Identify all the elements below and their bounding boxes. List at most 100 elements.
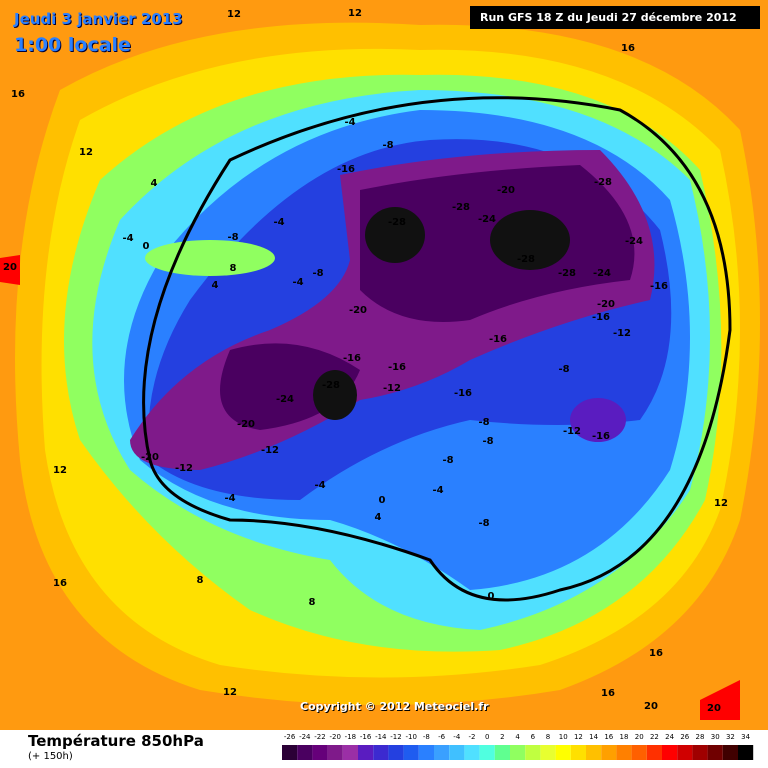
contour-label: 16 <box>11 89 25 100</box>
contour-label: -28 <box>322 380 340 391</box>
contour-label: 12 <box>53 465 67 476</box>
contour-label: -8 <box>312 268 323 279</box>
contour-label: 16 <box>601 688 615 699</box>
contour-label: -16 <box>388 362 406 373</box>
contour-labels: -28-28-24-20-28-24-28-28 -24-20-16-16-12-… <box>3 8 728 714</box>
colorbar-label: 20 <box>635 733 644 741</box>
colorbar-label: -12 <box>390 733 401 741</box>
contour-label: -16 <box>343 353 361 364</box>
colorbar-swatch <box>570 745 586 760</box>
colorbar-swatch <box>403 745 419 760</box>
colorbar-label: 10 <box>559 733 568 741</box>
contour-label: -8 <box>227 232 238 243</box>
contour-label: -28 <box>594 177 612 188</box>
colorbar-swatch <box>707 745 723 760</box>
contour-label: -4 <box>122 233 133 244</box>
colorbar-label: -26 <box>284 733 296 741</box>
contour-label: -24 <box>593 268 611 279</box>
colorbar: -26 -24 -22 -20 -18 -16 -14 -12 -10 -8 -6 -4 -2 0 2 4 6 8… <box>282 733 754 760</box>
contour-label: -16 <box>454 388 472 399</box>
contour-label: -20 <box>141 452 159 463</box>
contour-label: -16 <box>650 281 668 292</box>
contour-label: -12 <box>563 426 581 437</box>
contour-label: -28 <box>517 254 535 265</box>
colorbar-swatch <box>662 745 678 760</box>
colorbar-swatch <box>449 745 465 760</box>
time: 1:00 locale <box>14 34 131 56</box>
colorbar-label: -18 <box>345 733 356 741</box>
colorbar-label: 22 <box>650 733 659 741</box>
colorbar-swatch <box>342 745 358 760</box>
contour-label: -20 <box>237 419 255 430</box>
colorbar-label: 30 <box>711 733 720 741</box>
contour-label: -4 <box>344 117 355 128</box>
contour-label: -20 <box>597 299 615 310</box>
colorbar-label: 16 <box>604 733 613 741</box>
contour-label: 16 <box>53 578 67 589</box>
colorbar-swatch <box>631 745 647 760</box>
colorbar-label: 4 <box>515 733 520 741</box>
colorbar-swatch <box>616 745 632 760</box>
colorbar-swatch <box>358 745 374 760</box>
contour-label: -12 <box>175 463 193 474</box>
colorbar-label: 18 <box>620 733 629 741</box>
colorbar-swatch <box>479 745 495 760</box>
contour-label: 0 <box>143 241 150 252</box>
colorbar-swatch <box>282 745 298 760</box>
colorbar-swatch <box>464 745 480 760</box>
colorbar-swatch <box>555 745 571 760</box>
colorbar-swatch <box>510 745 526 760</box>
footer-lead: (+ 150h) <box>28 751 73 762</box>
contour-label: -24 <box>478 214 496 225</box>
run-info: Run GFS 18 Z du Jeudi 27 décembre 2012 <box>470 6 760 29</box>
colorbar-swatch <box>646 745 662 760</box>
colorbar-swatch <box>586 745 602 760</box>
date: Jeudi 3 janvier 2013 <box>14 10 183 28</box>
colorbar-swatch <box>677 745 693 760</box>
contour-label: 12 <box>227 9 241 20</box>
contour-label: 4 <box>151 178 158 189</box>
colorbar-label: -14 <box>375 733 387 741</box>
colorbar-label: -24 <box>299 733 311 741</box>
copyright: Copyright © 2012 Meteociel.fr <box>300 700 489 713</box>
contour-label: -16 <box>592 431 610 442</box>
colorbar-swatch <box>312 745 328 760</box>
colorbar-swatch <box>297 745 313 760</box>
colorbar-swatch <box>601 745 617 760</box>
colorbar-swatch <box>738 745 754 760</box>
colorbar-swatch <box>434 745 450 760</box>
contour-label: 12 <box>714 498 728 509</box>
colorbar-label: 8 <box>546 733 550 741</box>
contour-label: -8 <box>442 455 453 466</box>
contour-label: -4 <box>432 485 443 496</box>
contour-label: 0 <box>488 591 495 602</box>
colorbar-label: -20 <box>329 733 340 741</box>
contour-label: 8 <box>197 575 204 586</box>
colorbar-swatch <box>692 745 708 760</box>
contour-label: -4 <box>273 217 284 228</box>
contour-label: -12 <box>383 383 401 394</box>
contour-label: -20 <box>349 305 367 316</box>
contour-label: -16 <box>337 164 355 175</box>
colorbar-label: 12 <box>574 733 583 741</box>
contour-label: 20 <box>644 701 658 712</box>
contour-label: 12 <box>223 687 237 698</box>
colorbar-label: 0 <box>485 733 489 741</box>
colorbar-swatch <box>540 745 556 760</box>
contour-label: -4 <box>224 493 235 504</box>
contour-label: -8 <box>558 364 569 375</box>
contour-label: 4 <box>212 280 219 291</box>
colorbar-label: 26 <box>680 733 689 741</box>
contour-label: -16 <box>592 312 610 323</box>
footer-title: Température 850hPa <box>28 732 204 750</box>
contour-label: -4 <box>314 480 325 491</box>
contour-label: -8 <box>482 436 493 447</box>
colorbar-swatch <box>494 745 510 760</box>
contour-label: -4 <box>292 277 303 288</box>
colorbar-label: 14 <box>589 733 598 741</box>
contour-label: -8 <box>382 140 393 151</box>
contour-label: 8 <box>230 263 237 274</box>
map: -28-28-24-20-28-24-28-28 -24-20-16-16-12-… <box>0 0 768 730</box>
contour-label: -20 <box>497 185 515 196</box>
